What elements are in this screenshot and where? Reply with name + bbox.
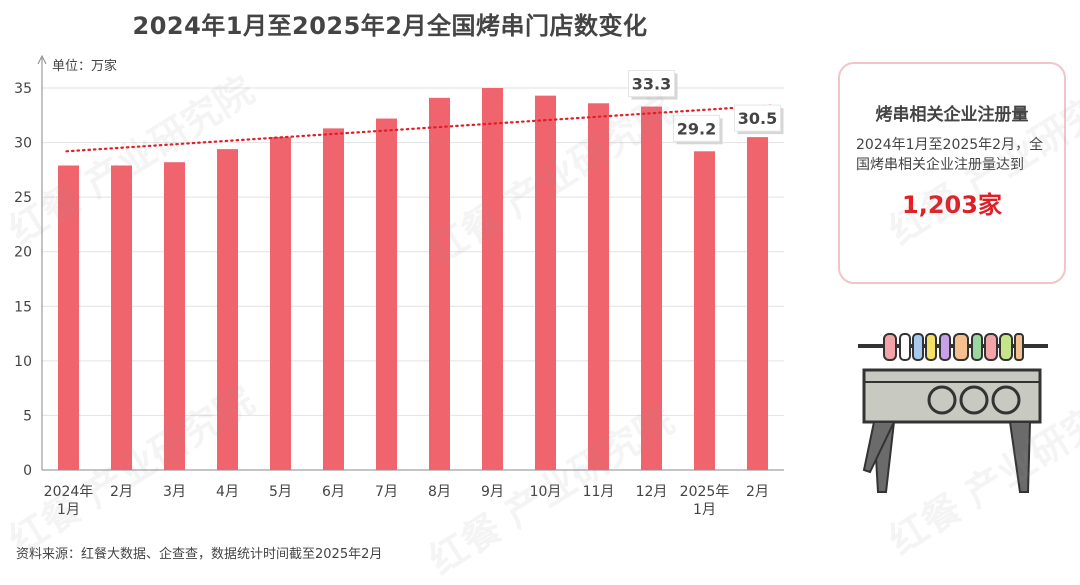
- x-tick-label: 2月: [110, 484, 133, 500]
- unit-label: 单位：万家: [52, 58, 117, 74]
- data-label-box: [628, 70, 675, 98]
- y-tick-label: 10: [14, 354, 32, 370]
- y-tick-label: 5: [23, 408, 32, 424]
- data-label: 29.2: [677, 119, 716, 138]
- x-tick-label: 1月: [693, 502, 716, 518]
- bar: [535, 95, 556, 470]
- y-tick-label: 25: [14, 190, 32, 206]
- bar: [747, 137, 768, 470]
- x-tick-labels: 2024年 1月 2月 3月 4月 5月 6月 7月 8月 9月 10月 11月 12月 2025年 1月 2…: [44, 484, 769, 518]
- x-tick-label: 1月: [57, 502, 80, 518]
- y-axis-arrow: [37, 54, 47, 65]
- bar: [217, 149, 238, 470]
- summary-card: 烤串相关企业注册量 2024年1月至2025年2月，全国烤串相关企业注册量达到 …: [838, 62, 1066, 284]
- x-tick-label: 2月: [746, 484, 769, 500]
- data-label-box: [673, 114, 720, 142]
- bar: [111, 165, 132, 470]
- x-tick-label: 5月: [269, 484, 292, 500]
- x-tick-label: 9月: [481, 484, 504, 500]
- card-value: 1,203家: [902, 191, 1002, 219]
- chart-title: 2024年1月至2025年2月全国烤串门店数变化: [132, 12, 648, 40]
- card-title: 烤串相关企业注册量: [875, 105, 1029, 125]
- y-tick-label: 15: [14, 299, 32, 315]
- bar: [376, 118, 397, 470]
- trendline-group: [65, 104, 773, 153]
- y-tick-label: 20: [14, 245, 32, 261]
- data-label: 33.3: [632, 75, 671, 94]
- bar: [323, 128, 344, 470]
- bar: [482, 88, 503, 470]
- x-tick-label: 11月: [583, 484, 615, 500]
- bar: [164, 162, 185, 470]
- x-tick-label: 10月: [530, 484, 562, 500]
- card-text: 2024年1月至2025年2月，全国烤串相关企业注册量达到: [856, 137, 1044, 173]
- source-note: 资料来源：红餐大数据、企查查，数据统计时间截至2025年2月: [16, 547, 383, 562]
- x-tick-label: 8月: [428, 484, 451, 500]
- bar: [58, 165, 79, 470]
- bars: [58, 88, 768, 470]
- trendline: [65, 104, 773, 153]
- bar-chart: 33.3 29.2 30.5 2024年 1月 2月 3月 4月 5月 6月 7月 8月 9月 10月 1…: [14, 54, 784, 518]
- bar: [270, 137, 291, 470]
- y-tick-label: 30: [14, 136, 32, 152]
- bar: [429, 97, 450, 470]
- x-tick-label: 3月: [163, 484, 186, 500]
- y-tick-label: 0: [23, 463, 32, 479]
- y-tick-label: 35: [14, 81, 32, 97]
- data-label-box: [734, 104, 781, 132]
- grill-illustration-icon: [858, 333, 1048, 493]
- bar: [588, 103, 609, 470]
- x-tick-label: 7月: [375, 484, 398, 500]
- bar: [641, 106, 662, 470]
- data-labels: 33.3 29.2 30.5: [628, 70, 784, 145]
- x-tick-label: 2024年: [44, 484, 94, 500]
- data-label: 30.5: [738, 109, 777, 128]
- axes: [37, 54, 784, 471]
- bar: [694, 151, 715, 470]
- y-tick-labels: 0 5 10 15 20 25 30 35: [14, 81, 32, 479]
- x-tick-label: 4月: [216, 484, 239, 500]
- x-tick-label: 2025年: [680, 484, 730, 500]
- x-tick-label: 6月: [322, 484, 345, 500]
- gridlines: [42, 87, 784, 416]
- x-tick-label: 12月: [636, 484, 668, 500]
